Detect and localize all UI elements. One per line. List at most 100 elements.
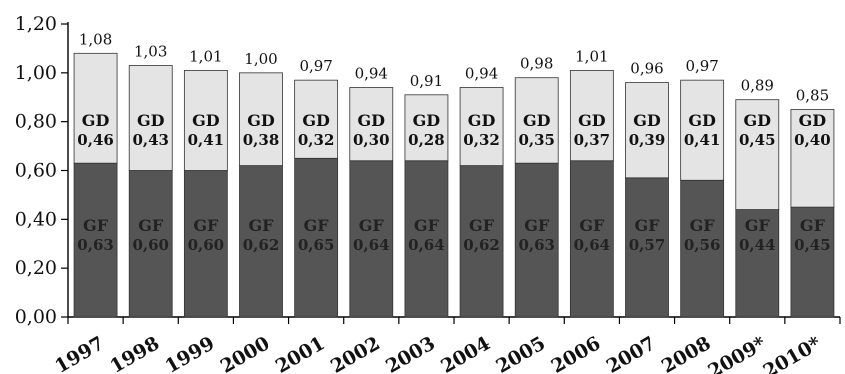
bar-segment-gd — [349, 87, 394, 162]
segment-value-label-gf: 0,64 — [574, 236, 611, 254]
segment-value-label-gf: 0,63 — [518, 236, 555, 254]
segment-series-label-gd: GD — [523, 111, 551, 130]
segment-value-label-gf: 0,63 — [77, 236, 114, 254]
segment-series-label-gd: GD — [247, 111, 275, 130]
segment-value-label-gd: 0,40 — [794, 131, 831, 149]
y-tick-label: 0,00 — [15, 306, 57, 328]
bar-segment-gd — [680, 79, 725, 181]
segment-series-label-gd: GD — [468, 111, 496, 130]
y-tick-label: 0,60 — [15, 160, 57, 182]
segment-value-label-gf: 0,64 — [408, 236, 445, 254]
x-tick-label: 1999 — [162, 332, 219, 374]
bar-segment-gf — [459, 165, 504, 318]
segment-series-label-gf: GF — [579, 216, 605, 235]
segment-value-label-gd: 0,28 — [408, 131, 445, 149]
segment-value-label-gd: 0,41 — [684, 131, 721, 149]
segment-value-label-gd: 0,46 — [77, 131, 114, 149]
bar-segment-gd — [569, 69, 614, 162]
bar-segment-gf — [735, 209, 780, 318]
segment-value-label-gf: 0,64 — [353, 236, 390, 254]
segment-value-label-gf: 0,57 — [629, 236, 666, 254]
segment-value-label-gd: 0,32 — [463, 131, 500, 149]
segment-value-label-gd: 0,45 — [739, 131, 776, 149]
bar-segment-gd — [404, 94, 449, 162]
bar-segment-gd — [294, 79, 339, 159]
bar-segment-gf — [239, 165, 283, 318]
x-tick-label: 2004 — [437, 332, 494, 374]
segment-series-label-gd: GD — [137, 111, 165, 130]
segment-series-label-gf: GF — [248, 216, 274, 235]
segment-value-label-gf: 0,65 — [298, 236, 335, 254]
segment-series-label-gd: GD — [744, 111, 772, 130]
x-tick-label: 2000 — [217, 332, 274, 374]
bar-segment-gf — [404, 160, 449, 318]
segment-series-label-gd: GD — [799, 111, 827, 130]
bar-total-label: 0,97 — [685, 57, 718, 75]
x-tick-label: 2009* — [704, 332, 769, 374]
x-tick-label: 2001 — [272, 332, 329, 374]
bar-total-label: 0,94 — [465, 64, 498, 82]
x-tick-label: 2003 — [382, 332, 439, 374]
bar-segment-gf — [183, 170, 228, 318]
x-tick-label: 1997 — [51, 332, 108, 374]
bar-segment-gf — [294, 157, 339, 318]
x-tick-label: 2010* — [760, 332, 825, 374]
plot-area: 0,000,200,400,600,801,001,201,08GD0,46GF… — [15, 13, 841, 374]
segment-series-label-gd: GD — [192, 111, 220, 130]
bar-total-label: 0,91 — [410, 72, 443, 90]
segment-series-label-gf: GF — [304, 216, 330, 235]
bar-segment-gf — [625, 177, 669, 318]
bar-total-label: 0,97 — [299, 57, 332, 75]
bar-segment-gd — [625, 82, 669, 179]
segment-value-label-gd: 0,38 — [243, 131, 280, 149]
bar-total-label: 1,01 — [189, 47, 222, 65]
bar-segment-gd — [514, 77, 559, 164]
bar-total-label: 0,89 — [741, 77, 774, 95]
segment-value-label-gd: 0,39 — [629, 131, 666, 149]
segment-series-label-gd: GD — [688, 111, 716, 130]
bar-total-label: 1,00 — [244, 50, 277, 68]
y-tick-label: 1,00 — [15, 62, 57, 84]
bar-total-label: 0,94 — [355, 64, 388, 82]
bar-total-label: 1,03 — [134, 43, 167, 61]
segment-value-label-gf: 0,60 — [132, 236, 169, 254]
segment-series-label-gd: GD — [358, 111, 386, 130]
segment-series-label-gd: GD — [633, 111, 661, 130]
segment-value-label-gf: 0,44 — [739, 236, 776, 254]
segment-series-label-gf: GF — [414, 216, 440, 235]
segment-series-label-gf: GF — [800, 216, 826, 235]
segment-series-label-gf: GF — [745, 216, 771, 235]
segment-value-label-gf: 0,62 — [243, 236, 280, 254]
segment-value-label-gf: 0,56 — [684, 236, 721, 254]
segment-series-label-gd: GD — [302, 111, 330, 130]
segment-series-label-gd: GD — [82, 111, 110, 130]
bar-total-label: 1,01 — [575, 47, 608, 65]
bar-segment-gd — [73, 52, 118, 164]
x-tick-label: 2007 — [603, 332, 660, 374]
segment-series-label-gd: GD — [413, 111, 441, 130]
bar-segment-gd — [239, 72, 283, 167]
segment-series-label-gf: GF — [193, 216, 219, 235]
x-tick-label: 2006 — [548, 332, 605, 374]
bar-total-label: 0,85 — [796, 86, 829, 104]
bar-total-label: 1,08 — [79, 30, 112, 48]
segment-series-label-gf: GF — [524, 216, 550, 235]
bar-segment-gd — [128, 65, 173, 171]
x-tick-label: 2002 — [327, 332, 384, 374]
segment-series-label-gd: GD — [578, 111, 606, 130]
segment-value-label-gd: 0,37 — [574, 131, 611, 149]
segment-value-label-gf: 0,45 — [794, 236, 831, 254]
segment-series-label-gf: GF — [469, 216, 495, 235]
segment-series-label-gf: GF — [83, 216, 109, 235]
bar-segment-gd — [183, 69, 228, 171]
y-tick-label: 0,80 — [15, 111, 57, 133]
segment-series-label-gf: GF — [359, 216, 385, 235]
bar-segment-gf — [73, 162, 118, 318]
segment-value-label-gd: 0,43 — [132, 131, 169, 149]
x-tick-label: 1998 — [106, 332, 163, 374]
x-tick-label: 2005 — [492, 332, 549, 374]
segment-value-label-gf: 0,62 — [463, 236, 500, 254]
bar-segment-gd — [790, 109, 835, 208]
bar-segment-gf — [514, 162, 559, 318]
